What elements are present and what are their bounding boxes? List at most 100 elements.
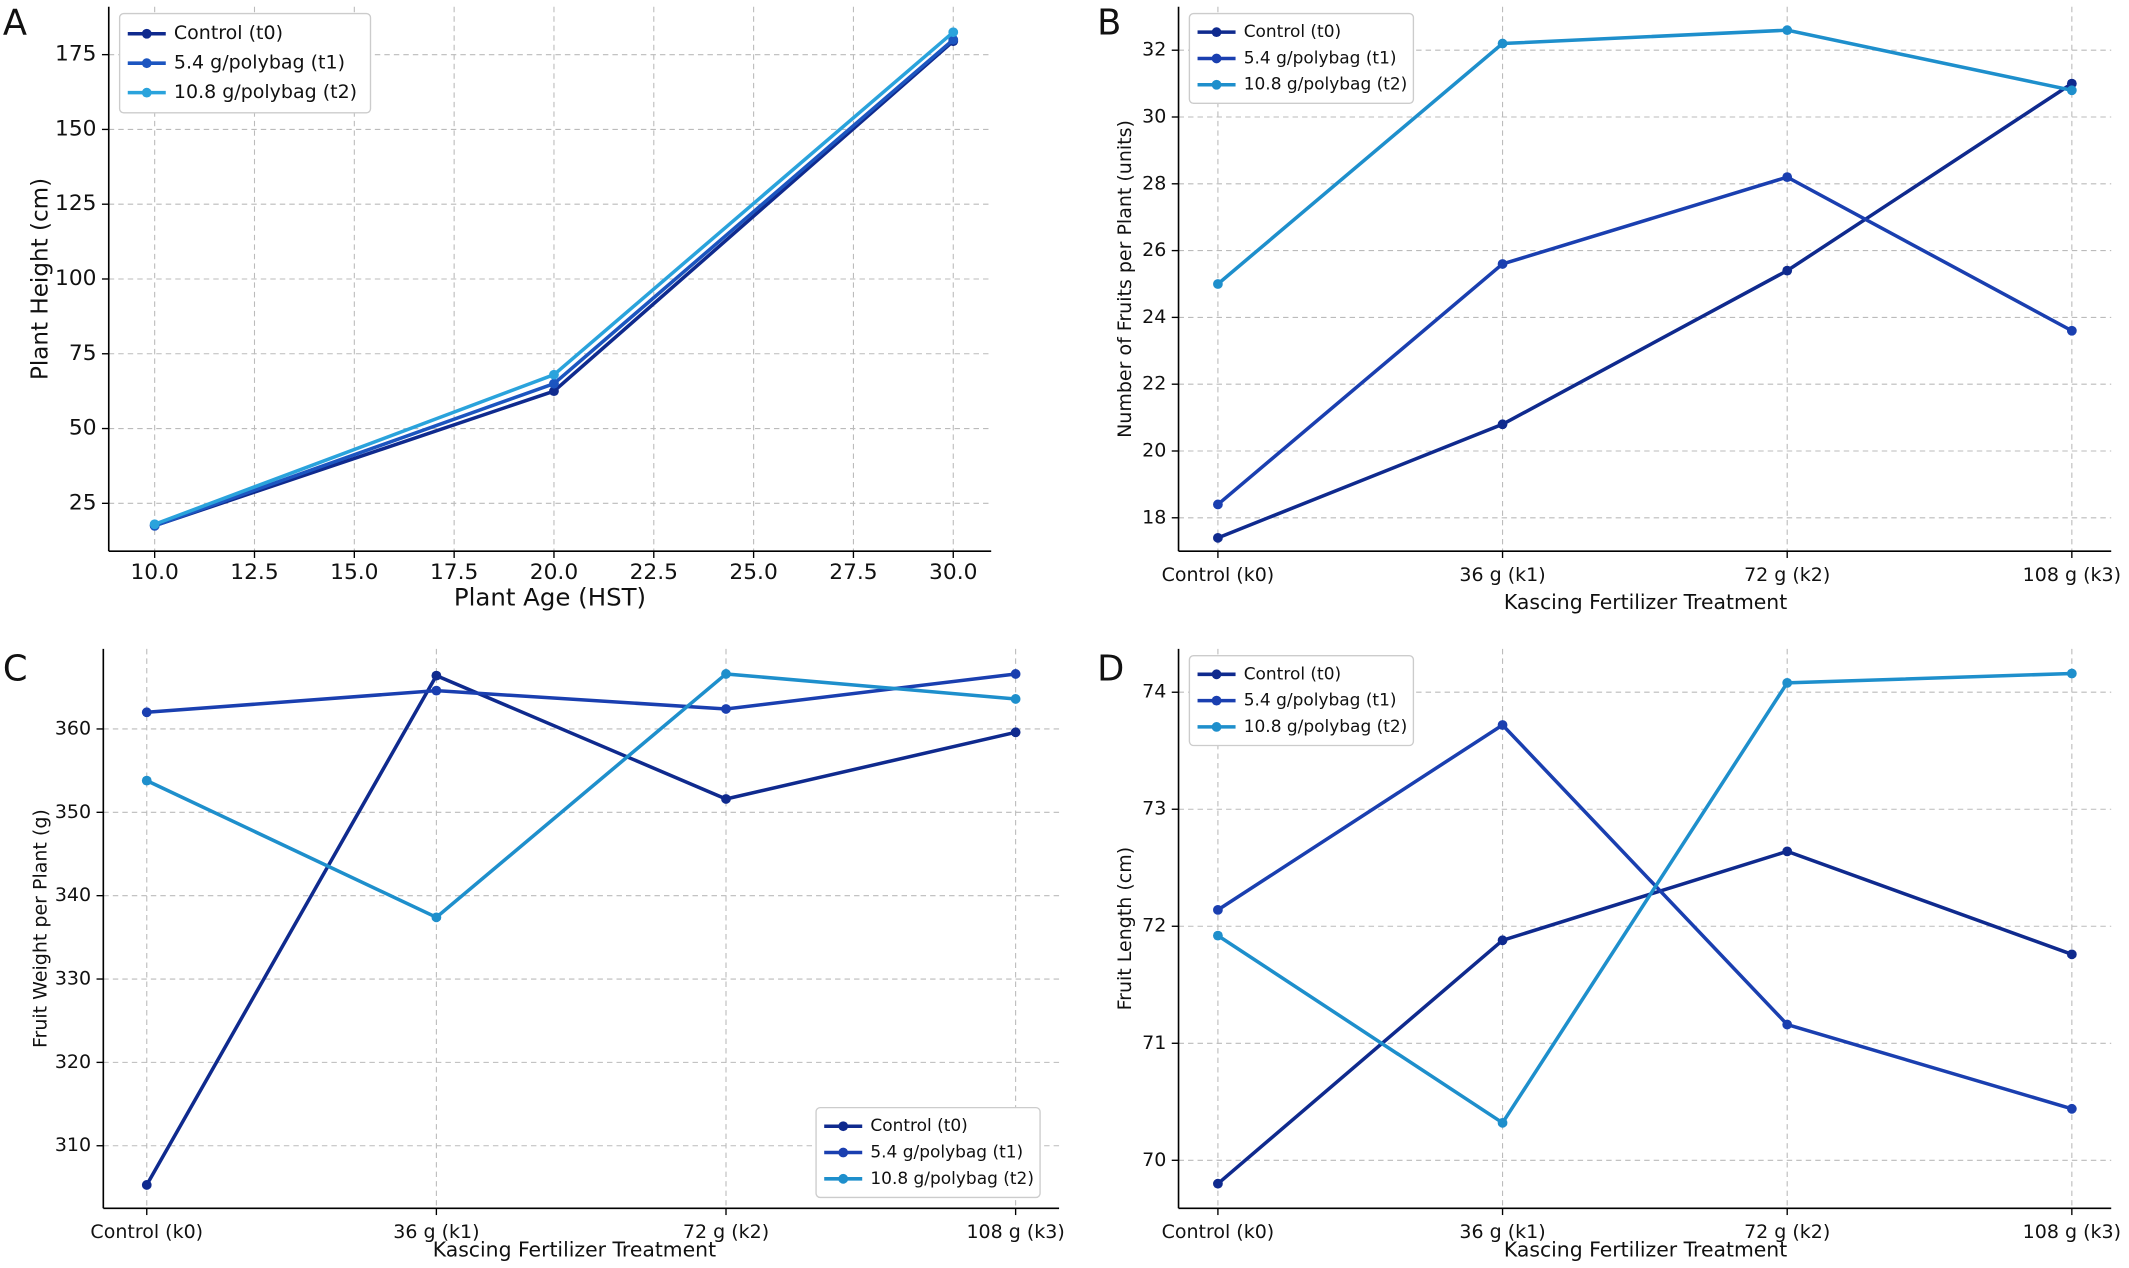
data-point (721, 669, 731, 679)
x-tick-label: 27.5 (829, 560, 877, 585)
data-point (1213, 930, 1223, 941)
data-point (549, 369, 559, 380)
legend-label: Control (t0) (1244, 664, 1341, 684)
series-line (1217, 82, 2073, 540)
legend-marker (1211, 53, 1222, 64)
data-point (2066, 85, 2077, 96)
data-point (1497, 38, 1508, 49)
y-tick-label: 72 (1142, 915, 1166, 937)
legend-marker (1211, 669, 1222, 680)
legend-label: 5.4 g/polybag (t1) (174, 52, 345, 74)
y-tick-label: 20 (1142, 439, 1166, 461)
x-axis-label: Plant Age (HST) (454, 583, 646, 612)
x-tick-label: 20.0 (530, 560, 578, 585)
data-point (1782, 677, 1793, 688)
data-point (2066, 1103, 2077, 1114)
legend-marker (141, 28, 152, 39)
data-point (431, 670, 442, 681)
x-tick-label: 36 g (k1) (1459, 564, 1545, 586)
y-tick-label: 22 (1142, 373, 1166, 395)
x-tick-label: Control (k0) (90, 1221, 203, 1243)
data-point (2066, 668, 2077, 679)
data-point (149, 519, 160, 530)
y-axis-label: Plant Height (cm) (27, 178, 53, 380)
y-tick-label: 25 (69, 490, 97, 515)
data-point (2066, 325, 2077, 336)
legend-marker (1211, 79, 1222, 90)
data-point (1497, 935, 1508, 946)
data-point (1497, 419, 1508, 430)
legend-label: Control (t0) (870, 1116, 967, 1136)
y-tick-label: 340 (55, 884, 91, 906)
y-tick-label: 26 (1142, 239, 1166, 261)
y-tick-label: 310 (55, 1134, 91, 1156)
y-tick-label: 18 (1142, 506, 1166, 528)
x-axis-label: Kascing Fertilizer Treatment (1504, 1237, 1787, 1261)
data-point (1213, 279, 1223, 289)
x-tick-label: 108 g (k3) (2023, 564, 2121, 586)
y-tick-label: 360 (55, 717, 91, 739)
data-point (431, 685, 442, 696)
panel-label: C (3, 649, 28, 690)
x-tick-label: 108 g (k3) (2023, 1221, 2121, 1243)
y-tick-label: 320 (55, 1051, 91, 1073)
y-tick-label: 74 (1142, 681, 1166, 703)
data-point (1782, 1019, 1793, 1030)
series-line (145, 673, 1017, 1186)
series-line (1216, 175, 2073, 506)
y-axis-label: Fruit Weight per Plant (g) (29, 809, 51, 1048)
y-tick-label: 75 (69, 341, 97, 366)
x-tick-label: 36 g (k1) (393, 1221, 479, 1243)
x-tick-label: 30.0 (929, 560, 977, 585)
y-axis-label: Number of Fruits per Plant (units) (1114, 120, 1136, 438)
data-point (1213, 904, 1223, 915)
legend-label: Control (t0) (174, 22, 283, 44)
y-tick-label: 71 (1142, 1032, 1166, 1054)
y-tick-label: 100 (55, 266, 96, 291)
x-tick-label: 15.0 (330, 560, 378, 585)
series-line (1216, 849, 2073, 1186)
legend-marker (141, 58, 152, 69)
legend-marker (1211, 722, 1222, 732)
series-line (1216, 671, 2072, 1126)
x-tick-label: 72 g (k2) (683, 1221, 769, 1243)
series-line (1216, 28, 2073, 286)
legend-box (1188, 12, 1415, 105)
y-tick-label: 32 (1142, 39, 1166, 61)
legend-label: Control (t0) (1244, 22, 1341, 42)
data-point (1010, 727, 1021, 738)
legend-label: 5.4 g/polybag (t1) (870, 1143, 1023, 1163)
legend-marker (1211, 695, 1222, 706)
y-tick-label: 30 (1142, 106, 1166, 128)
data-point (1782, 172, 1793, 183)
data-point (431, 912, 442, 923)
panel-label: A (3, 2, 27, 43)
data-point (141, 707, 152, 718)
legend-marker (838, 1173, 849, 1184)
data-point (1213, 1178, 1223, 1189)
legend-marker (1211, 27, 1222, 38)
y-tick-label: 150 (55, 116, 96, 141)
data-point (1213, 532, 1223, 543)
y-tick-label: 28 (1142, 172, 1166, 194)
data-point (549, 386, 559, 397)
data-point (141, 1180, 152, 1190)
data-point (1497, 259, 1508, 269)
series-line (146, 672, 1016, 920)
panel-label: D (1097, 649, 1124, 690)
data-point (948, 27, 959, 38)
data-point (948, 34, 959, 45)
legend-marker (838, 1121, 849, 1132)
series-line (1216, 722, 2073, 1111)
y-tick-label: 125 (55, 191, 96, 216)
data-point (1497, 1117, 1508, 1128)
data-point (2066, 78, 2077, 89)
legend-box (118, 12, 372, 114)
legend-label: 10.8 g/polybag (t2) (870, 1169, 1034, 1189)
data-point (721, 794, 731, 804)
x-tick-label: 36 g (k1) (1459, 1221, 1545, 1243)
data-point (1782, 846, 1793, 857)
series-line (146, 672, 1016, 715)
